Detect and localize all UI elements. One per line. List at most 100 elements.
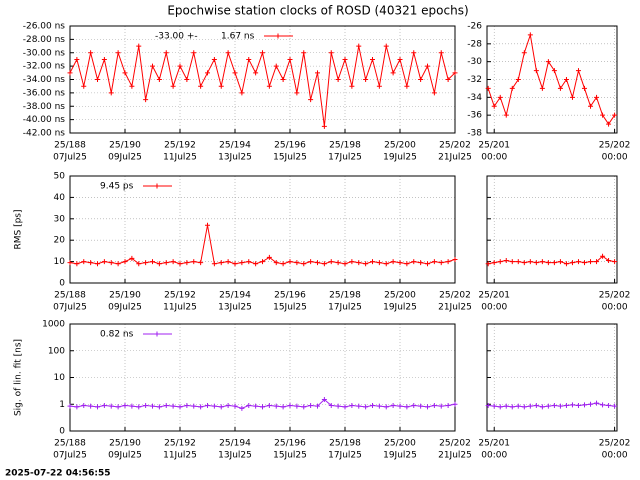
data-point [218,404,224,410]
data-point [612,259,618,265]
data-point [177,404,183,410]
data-point [108,403,114,409]
y-tick-label: 50 [54,172,66,182]
legend-line [143,183,172,189]
data-point [491,403,497,409]
data-point [527,259,533,265]
data-point [342,261,348,267]
x-tick-label: 25/202 [439,439,471,449]
data-point [503,112,509,118]
data-point [418,403,424,409]
data-point [575,402,581,408]
x-tick-sublabel: 17Jul25 [328,153,362,163]
data-point [349,402,355,408]
data-point [205,402,210,408]
x-tick-sublabel: 11Jul25 [163,303,197,313]
data-point [612,403,618,409]
y-tick-label: -26.00 ns [23,22,66,32]
data-point [328,402,334,408]
x-tick-label: 25/198 [329,291,361,301]
x-tick-label: 25/201 [478,141,510,151]
x-tick-label: 25/196 [274,291,306,301]
data-point [431,402,437,408]
x-tick-sublabel: 19Jul25 [383,451,417,461]
data-point [411,259,417,265]
data-point [81,402,87,408]
data-point [122,259,128,265]
data-point [551,260,557,266]
data-point [156,404,162,410]
data-point [315,70,320,76]
data-point [191,50,197,56]
data-point [177,63,183,69]
x-tick-label: 25/198 [329,439,361,449]
x-tick-label: 25/201 [478,439,510,449]
data-point [376,260,382,266]
data-point [425,404,430,410]
data-point [515,403,521,409]
data-point [370,259,375,265]
series-line [488,402,615,408]
x-tick-label: 25/194 [219,439,251,449]
data-point [101,402,107,408]
data-point [301,261,307,267]
data-point [370,56,375,62]
data-point [418,77,424,82]
x-tick-sublabel: 00:00 [481,153,507,163]
data-point [539,404,545,410]
data-point [485,261,491,267]
x-tick-sublabel: 17Jul25 [328,451,362,461]
data-point [356,403,362,409]
data-point [88,403,94,409]
x-tick-sublabel: 07Jul25 [53,451,87,461]
data-point [438,50,444,56]
data-point [533,402,539,408]
data-point [136,404,142,410]
plot-frame [69,175,456,284]
x-tick-label: 25/188 [54,439,86,449]
x-tick-sublabel: 09Jul25 [108,451,142,461]
data-point [521,260,527,266]
x-tick-sublabel: 09Jul25 [108,153,142,163]
data-point [431,259,437,265]
data-point [533,68,539,74]
data-point [569,402,575,408]
data-point [563,402,569,408]
x-tick-sublabel: 00:00 [602,303,628,313]
data-point [509,259,515,265]
x-tick-label: 25/200 [384,141,416,151]
data-point [397,260,403,266]
data-point [308,97,314,103]
data-point [349,83,355,89]
data-point [418,260,424,266]
data-point [273,260,279,266]
x-tick-sublabel: 13Jul25 [218,451,252,461]
data-point [515,77,521,82]
data-point [363,261,369,267]
data-point [551,68,557,74]
data-point [600,112,606,118]
data-point [521,50,527,56]
data-point [184,402,190,408]
data-point [150,259,155,265]
data-point [101,259,107,265]
data-point [315,260,320,266]
x-tick-sublabel: 00:00 [481,303,507,313]
data-point [356,43,362,49]
x-tick-label: 25/194 [219,141,251,151]
data-point [163,50,169,56]
y-tick-label: 20 [54,236,66,246]
data-point [425,261,430,267]
chart-title: Epochwise station clocks of ROSD (40321 … [167,4,468,18]
data-point [150,63,155,69]
data-point [315,403,320,409]
data-point [239,260,245,266]
data-point [184,77,190,82]
x-tick-label: 25/190 [109,439,141,449]
y-tick-label: 30 [54,214,66,224]
data-point [74,261,80,267]
data-point [266,402,272,408]
x-tick-label: 25/200 [384,439,416,449]
data-point [582,260,587,266]
data-point [198,260,204,266]
